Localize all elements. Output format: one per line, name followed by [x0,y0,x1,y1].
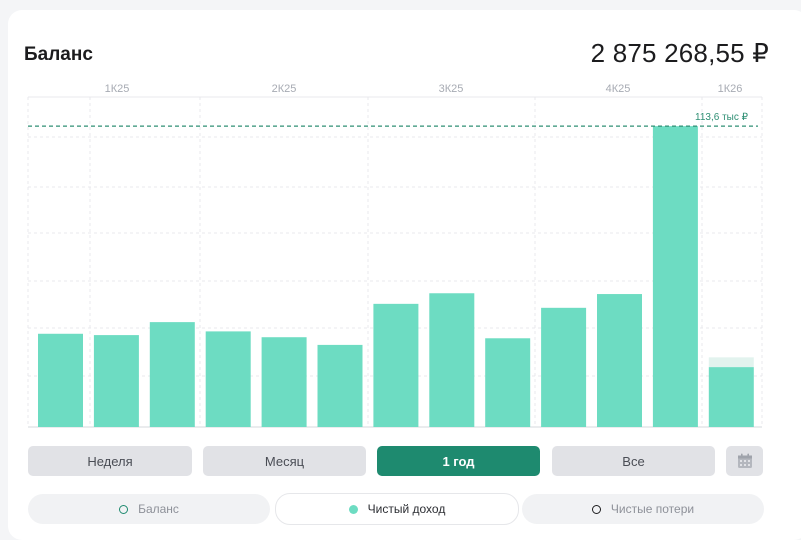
net-income-dot-icon [348,504,358,514]
bar [373,303,419,427]
x-tick-label: 2К25 [272,83,297,95]
legend-label: Баланс [138,502,179,516]
bar [261,337,307,427]
period-month-button[interactable]: Месяц [203,446,366,476]
balance-ring-icon [119,504,129,514]
x-tick-label: 3К25 [439,83,464,95]
bar [205,331,251,427]
net-losses-ring-icon [591,504,601,514]
x-tick-label: 4К25 [606,83,631,95]
period-all-button[interactable]: Все [552,446,715,476]
bar [708,367,754,427]
balance-chart: 1К25 2К25 3К25 4К25 1К26 113,6 тыс ₽ [27,83,763,428]
x-tick-label: 1К25 [105,83,130,95]
bar [93,335,139,427]
bar [652,126,698,427]
bar-remainder [708,357,754,368]
bar [541,307,587,427]
legend-balance[interactable]: Баланс [28,494,270,524]
x-tick-label: 1К26 [718,83,743,95]
calendar-icon [737,453,752,468]
bar [597,294,642,427]
bar [429,293,475,427]
page-title: Баланс [24,44,93,65]
legend-label: Чистый доход [367,502,446,516]
calendar-button[interactable] [726,446,763,476]
period-year-button[interactable]: 1 год [377,446,540,476]
bar [317,344,363,427]
bar [38,333,83,427]
legend-label: Чистые потери [610,502,695,516]
balance-amount: 2 875 268,55 ₽ [590,38,769,68]
bar [149,322,195,427]
legend-net-losses[interactable]: Чистые потери [522,494,764,524]
bar [485,338,531,427]
max-value-label: 113,6 тыс ₽ [695,112,749,123]
period-week-button[interactable]: Неделя [28,446,192,476]
legend-net-income[interactable]: Чистый доход [275,493,519,525]
